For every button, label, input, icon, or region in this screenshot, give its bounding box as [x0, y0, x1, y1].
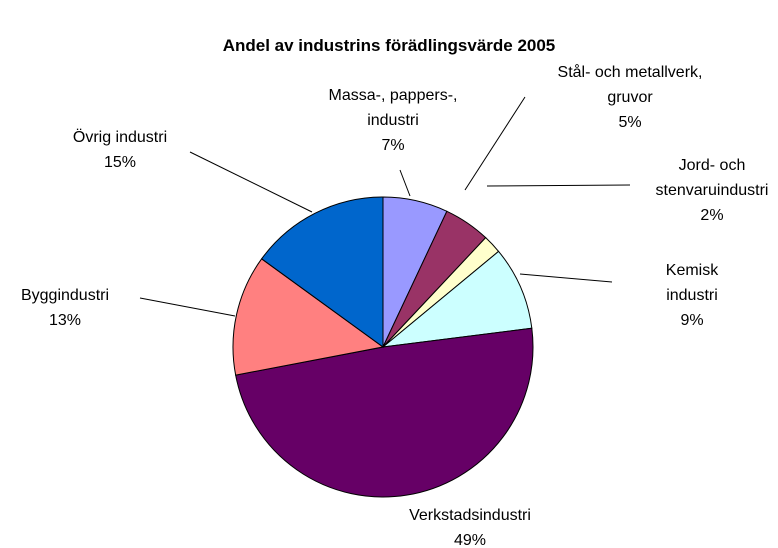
value-label: 49%	[453, 532, 487, 548]
value-label: 2%	[700, 207, 724, 224]
pie-slice	[381, 250, 533, 348]
pie-slice	[232, 258, 385, 376]
category-label: Stål- och metallverk, gruvor	[557, 64, 703, 106]
category-label: Byggindustri	[20, 287, 110, 304]
category-label: Verkstadsindustri	[409, 507, 531, 524]
leader-line	[464, 96, 526, 191]
value-label: 5%	[618, 114, 642, 131]
category-label: Kemisk industri	[665, 262, 719, 304]
leader-line	[189, 151, 313, 213]
slice-label: Byggindustri 13%	[21, 283, 109, 333]
slice-label: Jord- och stenvaruindustri 2%	[656, 153, 769, 228]
slice-label: Kemisk industri 9%	[649, 258, 735, 333]
category-label: Jord- och stenvaruindustri	[655, 157, 769, 199]
slice-label: Övrig industri 15%	[73, 125, 167, 175]
category-label: Massa-, pappers-, industri	[328, 87, 458, 129]
category-label: Övrig industri	[72, 129, 168, 146]
value-label: 7%	[381, 137, 405, 154]
pie-slice	[260, 196, 384, 348]
value-label: 15%	[103, 154, 137, 171]
pie-slice	[235, 327, 534, 498]
leader-line	[399, 169, 411, 197]
leader-line	[519, 273, 613, 283]
slice-label: Massa-, pappers-, industri 7%	[329, 83, 458, 158]
slice-label: Stål- och metallverk, gruvor 5%	[558, 60, 703, 135]
leader-line	[486, 184, 631, 187]
leader-line	[139, 297, 236, 317]
value-label: 13%	[48, 312, 82, 329]
value-label: 9%	[680, 312, 704, 329]
slice-label: Verkstadsindustri 49%	[409, 503, 531, 548]
chart-title: Andel av industrins förädlingsvärde 2005	[222, 36, 556, 55]
